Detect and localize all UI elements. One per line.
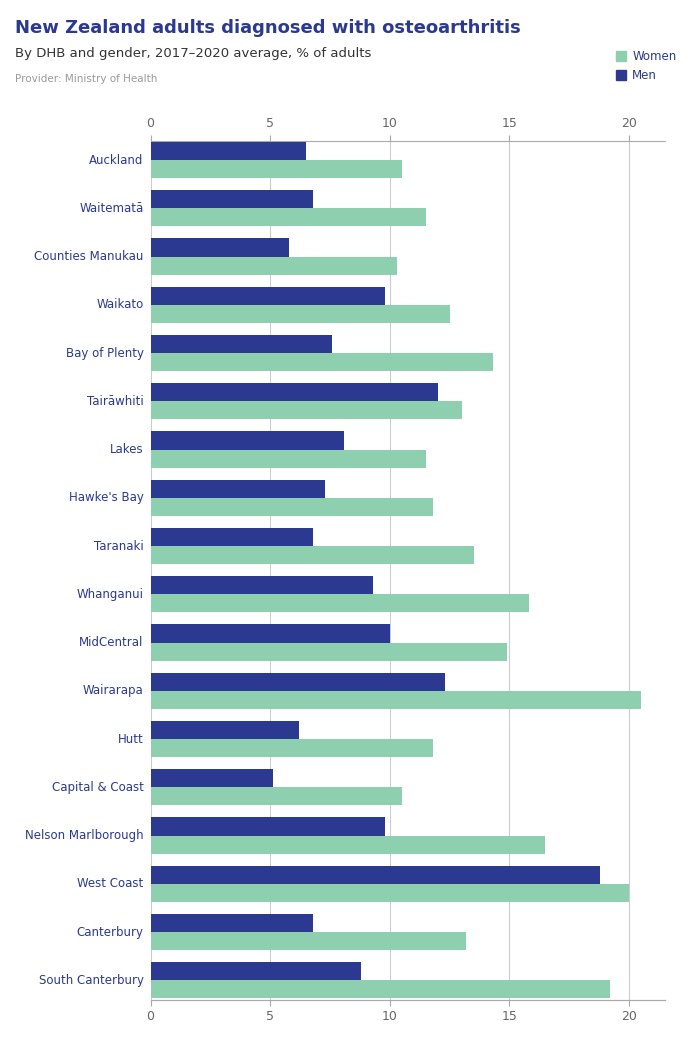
Bar — [150, 190, 313, 208]
Bar — [150, 788, 402, 805]
Bar — [150, 594, 528, 612]
Bar — [150, 962, 361, 981]
Bar — [150, 817, 385, 836]
Bar — [150, 1029, 476, 1047]
Bar — [150, 256, 397, 275]
Bar — [150, 528, 313, 546]
Bar — [150, 480, 326, 498]
Bar — [150, 93, 414, 111]
Bar — [150, 836, 545, 854]
Bar — [150, 932, 466, 950]
Bar — [150, 353, 493, 372]
Bar — [150, 643, 507, 660]
Bar — [150, 865, 601, 884]
Bar — [150, 576, 373, 594]
Bar — [150, 1010, 358, 1029]
Bar — [150, 498, 433, 516]
Bar — [150, 739, 433, 757]
Bar — [150, 238, 289, 256]
Bar — [150, 449, 426, 467]
Text: Provider: Ministry of Health: Provider: Ministry of Health — [15, 74, 158, 84]
Bar — [150, 625, 390, 643]
Bar — [150, 721, 299, 739]
Bar — [150, 160, 402, 178]
Bar — [150, 432, 344, 449]
Bar — [150, 691, 641, 709]
Bar — [150, 673, 444, 691]
Bar — [150, 304, 449, 323]
Text: figure.nz: figure.nz — [547, 14, 614, 26]
Bar — [150, 383, 438, 401]
Text: New Zealand adults diagnosed with osteoarthritis: New Zealand adults diagnosed with osteoa… — [15, 19, 521, 37]
Bar — [150, 884, 629, 902]
Text: By DHB and gender, 2017–2020 average, % of adults: By DHB and gender, 2017–2020 average, % … — [15, 47, 372, 60]
Bar — [150, 401, 461, 419]
Legend: Women, Men: Women, Men — [616, 50, 677, 82]
Bar — [150, 208, 426, 227]
Bar — [150, 142, 306, 160]
Bar — [150, 769, 272, 788]
Bar — [150, 914, 313, 932]
Bar — [150, 546, 474, 564]
Bar — [150, 335, 332, 353]
Bar — [150, 287, 385, 304]
Bar — [150, 111, 533, 130]
Bar — [150, 981, 610, 999]
